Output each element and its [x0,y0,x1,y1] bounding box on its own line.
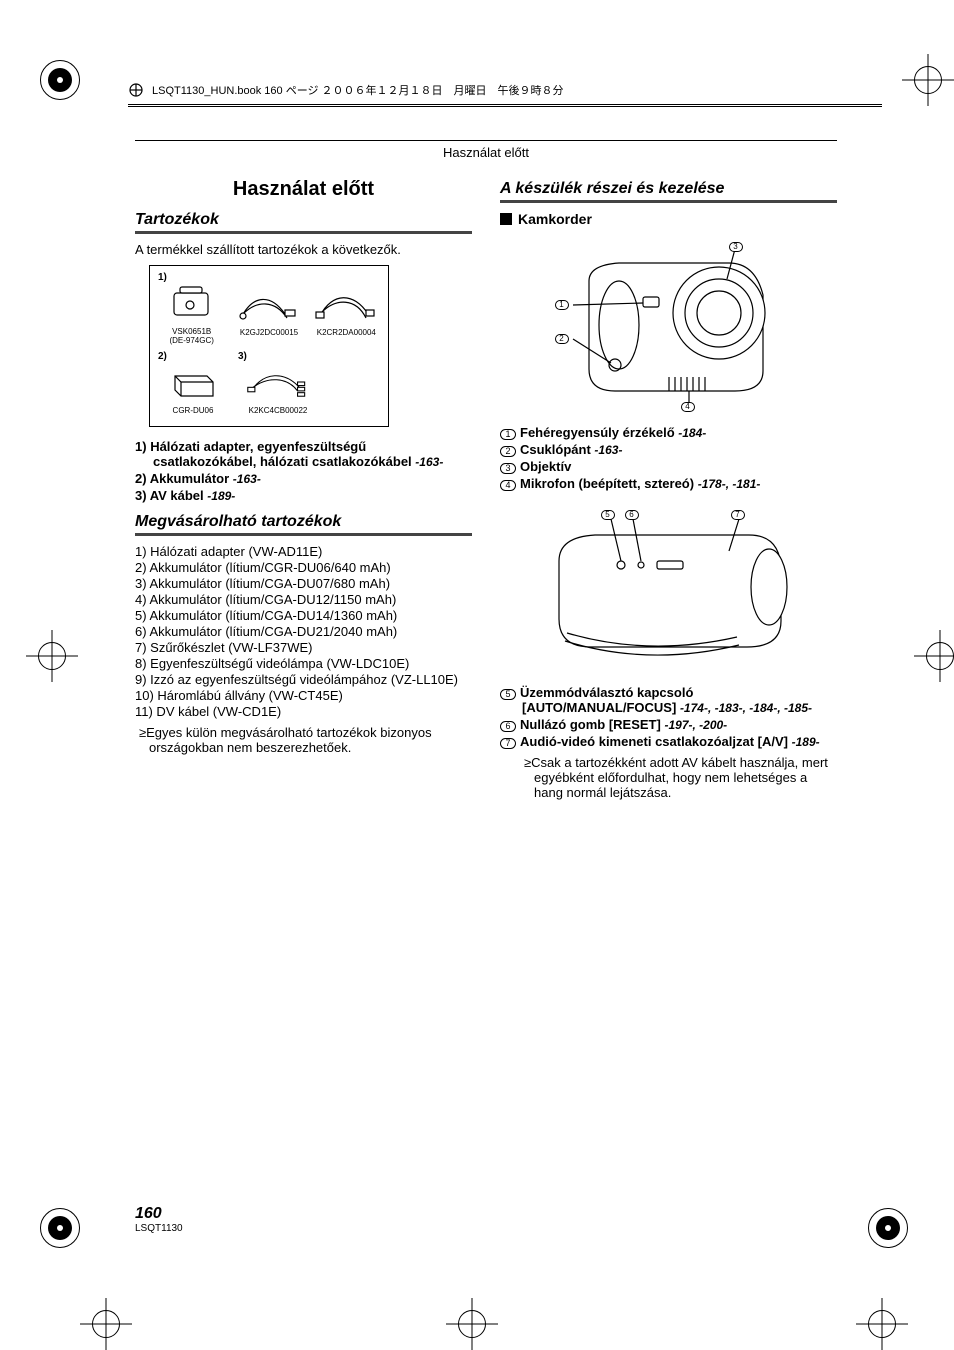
list-item: 2) Akkumulátor -163- [135,471,472,486]
callout-6: 6 [625,509,639,520]
list-item: 4Mikrofon (beépített, sztereó) -178-, -1… [500,476,837,491]
parts-list-1: 1Fehéregyensúly érzékelő -184- 2Csuklópá… [500,425,837,491]
parts-heading: A készülék részei és kezelése [500,180,837,198]
note-7: ≥Csak a tartozékként adott AV kábelt has… [500,755,837,800]
list-item: 3) Akkumulátor (lítium/CGA-DU07/680 mAh) [135,576,472,591]
list-item: 1) Hálózati adapter, egyenfeszültségű cs… [135,439,472,469]
doc-header-text: LSQT1130_HUN.book 160 ページ ２００６年１２月１８日 月曜… [152,82,564,98]
section-label-top: Használat előtt [135,145,837,160]
pin-icon [128,82,144,98]
acc-accable-icon [314,284,378,324]
acc-label-2: K2GJ2DC00015 [235,329,302,338]
callout-4: 4 [681,401,695,412]
page-number: 160 [135,1205,183,1223]
optional-accessories-heading: Megvásárolható tartozékok [135,513,472,531]
supplied-accessories-list: 1) Hálózati adapter, egyenfeszültségű cs… [135,439,472,503]
parts-heading-rule [500,200,837,203]
acc-num-2: 2) [158,351,228,362]
list-item: 10) Háromlábú állvány (VW-CT45E) [135,688,472,703]
right-column: A készülék részei és kezelése Kamkorder [500,174,837,800]
acc-label-5: K2KC4CB00022 [238,407,318,416]
list-item: 6) Akkumulátor (lítium/CGA-DU21/2040 mAh… [135,624,472,639]
list-item: 4) Akkumulátor (lítium/CGA-DU12/1150 mAh… [135,592,472,607]
acc-battery-icon [161,362,225,402]
callout-7: 7 [731,509,745,520]
top-rule [135,140,837,141]
list-item: 11) DV kábel (VW-CD1E) [135,704,472,719]
main-title: Használat előtt [135,178,472,201]
list-item: 1Fehéregyensúly érzékelő -184- [500,425,837,440]
footer-code: LSQT1130 [135,1223,183,1234]
acc-avcable-icon [246,362,310,402]
callout-2: 2 [555,333,569,344]
acc-num-1: 1) [158,272,225,283]
acc-label-3: K2CR2DA00004 [313,329,380,338]
accessories-intro: A termékkel szállított tartozékok a köve… [135,242,472,257]
list-item: 1) Hálózati adapter (VW-AD11E) [135,544,472,559]
acc-adapter-icon [160,283,224,323]
acc-label-1b: (DE-974GC) [158,337,225,346]
page-footer: 160 LSQT1130 [135,1205,183,1234]
reg-mark-br [868,1208,908,1248]
reg-mark-bl [40,1208,80,1248]
accessories-heading: Tartozékok [135,211,472,229]
callout-1: 1 [555,299,569,310]
list-item: 6Nullázó gomb [RESET] -197-, -200- [500,717,837,732]
camcorder-side-figure: 5 6 7 [529,501,809,671]
list-item: 5Üzemmódválasztó kapcsoló [AUTO/MANUAL/F… [500,685,837,715]
parts-list-2: 5Üzemmódválasztó kapcsoló [AUTO/MANUAL/F… [500,685,837,749]
list-item: 2Csuklópánt -163- [500,442,837,457]
camcorder-front-figure: 1 2 3 4 [519,235,819,415]
callout-5: 5 [601,509,615,520]
list-item: 2) Akkumulátor (lítium/CGR-DU06/640 mAh) [135,560,472,575]
acc-label-4: CGR-DU06 [158,407,228,416]
accessories-figure: 1) VSK0651B (DE-974GC) [149,265,389,427]
reg-mark-tl [40,60,80,100]
camcorder-label: Kamkorder [518,211,592,227]
camcorder-subhead: Kamkorder [500,211,837,227]
left-column: Használat előtt Tartozékok A termékkel s… [135,174,472,800]
square-bullet-icon [500,213,512,225]
list-item: 8) Egyenfeszültségű videólámpa (VW-LDC10… [135,656,472,671]
doc-header: LSQT1130_HUN.book 160 ページ ２００６年１２月１８日 月曜… [128,82,834,98]
accessories-heading-rule [135,231,472,234]
list-item: 7Audió-videó kimeneti csatlakozóaljzat [… [500,734,837,749]
optional-accessories-list: 1) Hálózati adapter (VW-AD11E) 2) Akkumu… [135,544,472,719]
list-item: 3) AV kábel -189- [135,488,472,503]
doc-header-rule2 [128,106,882,107]
doc-header-rule [128,104,882,105]
list-item: 7) Szűrőkészlet (VW-LF37WE) [135,640,472,655]
list-item: 3Objektív [500,459,837,474]
optional-note: ≥Egyes külön megvásárolható tartozékok b… [135,725,472,755]
acc-num-3: 3) [238,351,318,362]
callout-3: 3 [729,241,743,252]
acc-dccable-icon [237,284,301,324]
optional-heading-rule [135,533,472,536]
page-content: Használat előtt Használat előtt Tartozék… [135,140,837,800]
list-item: 9) Izzó az egyenfeszültségű videólámpáho… [135,672,472,687]
list-item: 5) Akkumulátor (lítium/CGA-DU14/1360 mAh… [135,608,472,623]
